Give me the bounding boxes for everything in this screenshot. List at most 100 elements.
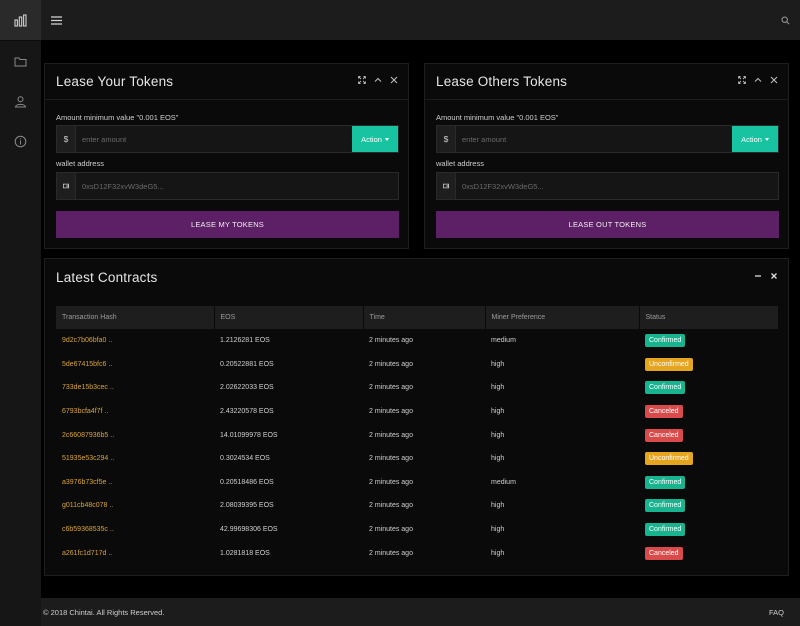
wallet-input[interactable]: 0xsD12F32xvW3deG5... xyxy=(82,181,164,191)
eos-amount-cell: 2.43220578 EOS xyxy=(220,408,274,416)
transaction-hash-cell[interactable]: a3976b73cf5e .. xyxy=(62,478,113,486)
card-title: Lease Others Tokens xyxy=(436,74,568,89)
status-cell: Canceled xyxy=(639,423,779,447)
folder-icon xyxy=(14,57,27,66)
expand-icon[interactable] xyxy=(358,76,366,84)
search-icon[interactable] xyxy=(781,15,790,25)
transaction-hash-cell[interactable]: a261fc1d717d .. xyxy=(62,549,113,557)
close-icon[interactable] xyxy=(770,76,778,84)
time-cell: 2 minutes ago xyxy=(369,526,413,534)
card-controls xyxy=(738,76,778,84)
table-row[interactable]: 9d2c7b06bfa0 .. 1.2126281 EOS 2 minutes ag… xyxy=(56,329,779,353)
sidebar-item-info[interactable] xyxy=(0,121,41,161)
eos-amount-cell: 2.08039395 EOS xyxy=(220,502,274,510)
chevron-up-icon[interactable] xyxy=(374,76,382,84)
miner-preference-cell: medium xyxy=(491,337,516,345)
action-label: Action xyxy=(361,134,382,144)
lease-my-tokens-button[interactable]: LEASE MY TOKENS xyxy=(56,211,399,238)
sidebar-item-folder[interactable] xyxy=(0,41,41,81)
miner-preference-cell: high xyxy=(491,408,505,416)
amount-input-group: $ enter amount Action xyxy=(436,125,779,153)
contracts-table: Transaction Hash EOS Time Miner Preferen… xyxy=(56,306,779,565)
status-cell: Unconfirmed xyxy=(639,447,779,471)
info-icon xyxy=(14,135,27,147)
table-row[interactable]: 733de15b3cec .. 2.02622033 EOS 2 minutes a… xyxy=(56,376,779,400)
column-header[interactable]: EOS xyxy=(214,306,364,329)
currency-addon: $ xyxy=(437,126,456,152)
transaction-hash-cell[interactable]: 5de67415bfc6 .. xyxy=(62,360,113,368)
table-row[interactable]: a3976b73cf5e .. 0.20518486 EOS 2 minutes a… xyxy=(56,471,779,495)
column-header[interactable]: Miner Preference xyxy=(485,306,640,329)
sidebar-divider xyxy=(0,40,41,41)
minimize-icon[interactable] xyxy=(754,272,762,280)
user-icon xyxy=(14,95,27,107)
hamburger-menu-icon[interactable] xyxy=(51,15,62,26)
card-divider xyxy=(425,99,788,100)
wallet-input-group: 0xsD12F32xvW3deG5... xyxy=(436,172,779,200)
table-row[interactable]: 5de67415bfc6 .. 0.20522881 EOS 2 minutes a… xyxy=(56,353,779,377)
transaction-hash-cell[interactable]: 2c66087936b5 .. xyxy=(62,431,115,439)
transaction-hash-cell[interactable]: 9d2c7b06bfa0 .. xyxy=(62,337,113,345)
action-label: Action xyxy=(741,134,762,144)
transaction-hash-cell[interactable]: 733de15b3cec .. xyxy=(62,384,114,392)
transaction-hash-cell[interactable]: 51935e53c294 .. xyxy=(62,455,115,463)
action-dropdown-button[interactable]: Action xyxy=(732,126,778,152)
miner-preference-cell: high xyxy=(491,526,505,534)
table-row[interactable]: a261fc1d717d .. 1.0281818 EOS 2 minutes ag… xyxy=(56,541,779,565)
column-header[interactable]: Status xyxy=(639,306,779,329)
eos-amount-cell: 0.3024534 EOS xyxy=(220,455,270,463)
wallet-input[interactable]: 0xsD12F32xvW3deG5... xyxy=(462,181,544,191)
column-header[interactable]: Transaction Hash xyxy=(56,306,215,329)
eos-amount-cell: 14.01099978 EOS xyxy=(220,431,278,439)
time-cell: 2 minutes ago xyxy=(369,455,413,463)
action-dropdown-button[interactable]: Action xyxy=(352,126,398,152)
close-icon[interactable] xyxy=(770,272,778,280)
lease-out-tokens-button[interactable]: LEASE OUT TOKENS xyxy=(436,211,779,238)
transaction-hash-cell[interactable]: 6793bcfa4f7f .. xyxy=(62,408,109,416)
table-row[interactable]: 2c66087936b5 .. 14.01099978 EOS 2 minutes … xyxy=(56,423,779,447)
table-header-row: Transaction Hash EOS Time Miner Preferen… xyxy=(56,306,779,329)
faq-link[interactable]: FAQ xyxy=(768,607,784,617)
status-badge: Canceled xyxy=(645,428,683,442)
expand-icon[interactable] xyxy=(738,76,746,84)
transaction-hash-cell[interactable]: c6b59368535c .. xyxy=(62,526,114,534)
amount-label: Amount minimum value "0.001 EOS" xyxy=(56,113,179,122)
wallet-icon xyxy=(443,183,449,189)
amount-input[interactable]: enter amount xyxy=(82,134,127,144)
wallet-input-group: 0xsD12F32xvW3deG5... xyxy=(56,172,399,200)
status-badge: Confirmed xyxy=(645,381,686,395)
sidebar-item-user[interactable] xyxy=(0,81,41,121)
miner-preference-cell: high xyxy=(491,502,505,510)
card-controls xyxy=(358,76,398,84)
column-header[interactable]: Time xyxy=(363,306,486,329)
status-badge: Confirmed xyxy=(645,523,686,537)
wallet-label: wallet address xyxy=(56,159,104,168)
amount-input[interactable]: enter amount xyxy=(462,134,507,144)
sidebar-item-dashboard[interactable] xyxy=(0,0,41,40)
status-cell: Unconfirmed xyxy=(639,353,779,377)
table-row[interactable]: g011cb48c078 .. 2.08039395 EOS 2 minutes a… xyxy=(56,494,779,518)
eos-amount-cell: 0.20522881 EOS xyxy=(220,360,274,368)
table-row[interactable]: 6793bcfa4f7f .. 2.43220578 EOS 2 minutes a… xyxy=(56,400,779,424)
miner-preference-cell: high xyxy=(491,549,505,557)
copyright-text: © 2018 Chintai. All Rights Reserved. xyxy=(43,607,165,617)
eos-amount-cell: 1.2126281 EOS xyxy=(220,337,270,345)
status-cell: Confirmed xyxy=(639,376,779,400)
table-row[interactable]: 51935e53c294 .. 0.3024534 EOS 2 minutes ag… xyxy=(56,447,779,471)
card-controls xyxy=(754,272,778,280)
caret-down-icon xyxy=(384,137,389,141)
wallet-label: wallet address xyxy=(436,159,484,168)
amount-input-group: $ enter amount Action xyxy=(56,125,399,153)
status-badge: Canceled xyxy=(645,405,683,419)
wallet-addon xyxy=(437,173,456,199)
lease-others-tokens-card: Lease Others Tokens Amount minimum value… xyxy=(424,63,789,249)
transaction-hash-cell[interactable]: g011cb48c078 .. xyxy=(62,502,114,510)
close-icon[interactable] xyxy=(390,76,398,84)
status-cell: Confirmed xyxy=(639,494,779,518)
caret-down-icon xyxy=(764,137,769,141)
time-cell: 2 minutes ago xyxy=(369,408,413,416)
table-row[interactable]: c6b59368535c .. 42.99698306 EOS 2 minutes … xyxy=(56,518,779,542)
status-cell: Confirmed xyxy=(639,329,779,353)
status-cell: Canceled xyxy=(639,400,779,424)
chevron-up-icon[interactable] xyxy=(754,76,762,84)
